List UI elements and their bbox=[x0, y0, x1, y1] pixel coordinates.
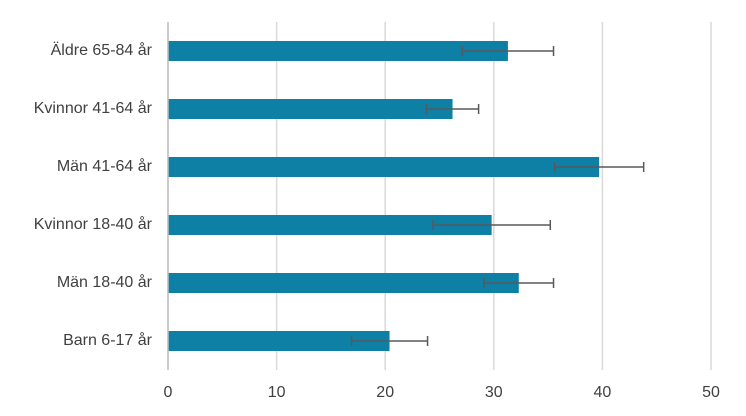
x-tick-label: 50 bbox=[702, 384, 720, 401]
bar bbox=[168, 41, 508, 61]
bar bbox=[168, 99, 453, 119]
y-tick-label: Barn 6-17 år bbox=[63, 331, 153, 349]
x-tick-label: 0 bbox=[164, 384, 173, 401]
bar bbox=[168, 215, 492, 235]
y-tick-label: Kvinnor 18-40 år bbox=[34, 215, 153, 233]
x-tick-label: 10 bbox=[268, 384, 286, 401]
y-tick-label: Män 18-40 år bbox=[57, 273, 153, 291]
bar bbox=[168, 331, 390, 351]
x-tick-label: 20 bbox=[376, 384, 394, 401]
y-tick-label: Äldre 65-84 år bbox=[51, 41, 153, 59]
x-tick-label: 30 bbox=[485, 384, 503, 401]
y-tick-label: Män 41-64 år bbox=[57, 157, 153, 175]
y-tick-label: Kvinnor 41-64 år bbox=[34, 99, 153, 117]
x-tick-label: 40 bbox=[594, 384, 612, 401]
bar bbox=[168, 157, 600, 177]
bar bbox=[168, 273, 519, 293]
